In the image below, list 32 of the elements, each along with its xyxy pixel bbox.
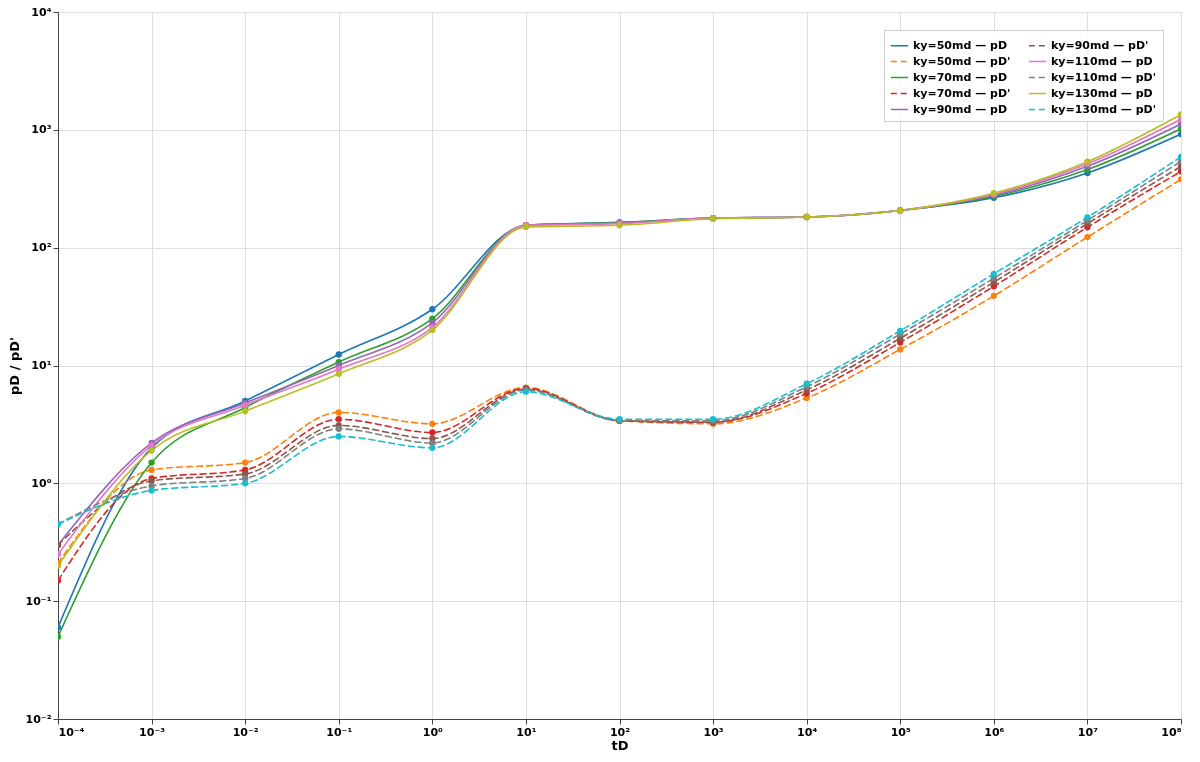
x-tick-label: 10⁴ bbox=[797, 725, 818, 739]
x-tick-label: 10³ bbox=[703, 725, 724, 739]
x-tick-label: 10⁶ bbox=[984, 725, 1005, 739]
x-tick-label: 10⁻³ bbox=[139, 725, 166, 739]
x-tick-label: 10⁷ bbox=[1077, 725, 1099, 739]
legend-label: ky=90md — pD' bbox=[1051, 38, 1149, 52]
y-tick-label: 10⁻¹ bbox=[25, 594, 52, 608]
x-tick-label: 10⁻² bbox=[232, 725, 259, 739]
legend-label: ky=50md — pD bbox=[913, 38, 1008, 52]
x-tick-label: 10⁰ bbox=[422, 725, 444, 739]
legend-label: ky=50md — pD' bbox=[913, 54, 1011, 68]
x-tick-label: 10⁸ bbox=[1161, 725, 1182, 739]
y-tick-label: 10⁻² bbox=[25, 712, 52, 726]
legend-label: ky=70md — pD' bbox=[913, 86, 1011, 100]
y-tick-label: 10³ bbox=[31, 123, 52, 137]
legend-label: ky=130md — pD bbox=[1051, 86, 1153, 100]
y-axis-title: pD / pD' bbox=[6, 337, 22, 395]
legend-label: ky=90md — pD bbox=[913, 102, 1008, 116]
legend-label: ky=110md — pD bbox=[1051, 54, 1153, 68]
x-tick-label: 10⁻¹ bbox=[326, 725, 353, 739]
x-tick-label: 10² bbox=[609, 725, 631, 739]
x-tick-label: 10⁵ bbox=[890, 725, 911, 739]
y-tick-label: 10¹ bbox=[31, 359, 52, 372]
y-tick-label: 10⁴ bbox=[31, 5, 52, 19]
legend-label: ky=110md — pD' bbox=[1051, 70, 1157, 84]
x-tick-label: 10¹ bbox=[516, 725, 537, 739]
legend-label: ky=70md — pD bbox=[913, 70, 1008, 84]
y-tick-label: 10² bbox=[31, 241, 52, 255]
x-axis-title: tD bbox=[611, 737, 629, 753]
legend-label: ky=130md — pD' bbox=[1051, 102, 1157, 116]
y-tick-label: 10⁰ bbox=[31, 476, 52, 490]
x-tick-label: 10⁻⁴ bbox=[58, 725, 85, 739]
